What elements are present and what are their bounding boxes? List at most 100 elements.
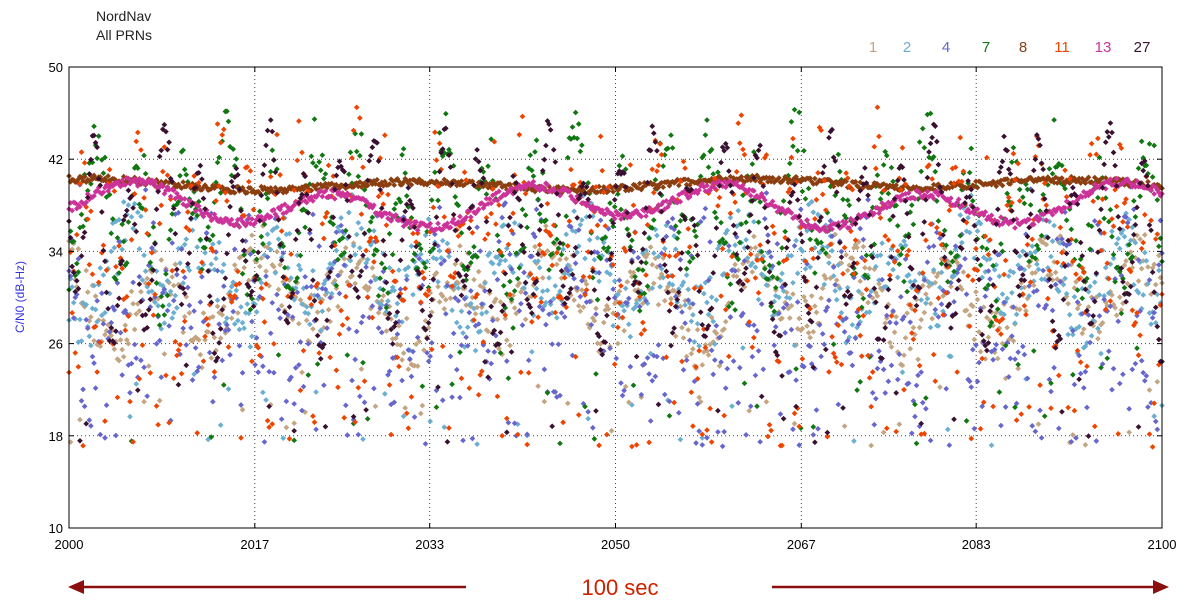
data-point <box>468 300 474 307</box>
data-point <box>1005 273 1012 280</box>
data-point <box>111 244 118 251</box>
data-point <box>591 318 598 324</box>
data-point <box>564 400 571 407</box>
data-point <box>957 212 964 218</box>
data-point <box>108 248 115 255</box>
data-point <box>763 398 770 405</box>
data-point <box>977 348 984 355</box>
data-point <box>249 333 255 340</box>
data-point <box>163 267 169 274</box>
data-point <box>1079 330 1086 337</box>
data-point <box>369 303 376 309</box>
data-point <box>1071 294 1078 300</box>
data-point <box>535 383 541 390</box>
data-point <box>119 246 125 253</box>
data-point <box>1102 264 1109 271</box>
data-point <box>815 211 821 218</box>
data-point <box>1062 275 1068 282</box>
data-point <box>433 269 440 276</box>
data-point <box>491 270 498 276</box>
data-point <box>951 273 957 279</box>
data-point <box>1035 421 1042 427</box>
data-point <box>327 294 333 301</box>
data-point <box>805 201 812 208</box>
data-point <box>944 426 951 433</box>
data-point <box>397 342 404 348</box>
data-point <box>571 297 577 303</box>
data-point <box>241 325 247 332</box>
data-point <box>263 397 269 403</box>
data-point <box>141 252 147 259</box>
data-point <box>1038 276 1045 283</box>
data-point <box>217 335 224 342</box>
data-point <box>313 426 319 433</box>
data-point <box>543 223 549 229</box>
data-point <box>378 329 385 336</box>
data-point <box>1035 266 1042 273</box>
data-point <box>1029 243 1036 250</box>
data-point <box>1154 378 1161 385</box>
data-point <box>976 329 982 335</box>
data-point <box>271 263 277 270</box>
data-point <box>338 268 344 275</box>
data-point <box>668 295 674 302</box>
data-point <box>303 303 310 310</box>
data-point <box>195 364 202 371</box>
data-point <box>994 355 1001 362</box>
data-point <box>732 261 738 268</box>
data-point <box>97 343 104 350</box>
data-point <box>186 302 193 309</box>
data-point <box>324 325 330 331</box>
data-point <box>102 309 108 316</box>
data-point <box>383 328 390 334</box>
data-point <box>169 240 176 246</box>
data-point <box>755 296 762 303</box>
data-point <box>271 369 277 376</box>
data-point <box>102 435 108 441</box>
data-point <box>220 261 227 268</box>
data-point <box>331 277 338 284</box>
data-point <box>865 299 871 306</box>
data-point <box>419 402 426 409</box>
data-point <box>661 297 668 304</box>
data-point <box>794 270 801 277</box>
data-point <box>396 267 402 273</box>
data-point <box>131 341 138 348</box>
data-point <box>904 310 910 317</box>
data-point <box>985 334 992 341</box>
data-point <box>686 305 693 311</box>
data-point <box>713 297 720 303</box>
data-point <box>893 314 900 320</box>
data-point <box>966 312 973 319</box>
data-point <box>608 427 615 434</box>
data-point <box>1087 283 1093 290</box>
data-point <box>225 327 232 333</box>
data-point <box>713 330 720 337</box>
data-point <box>238 402 244 408</box>
data-point <box>729 403 735 410</box>
data-point <box>1141 249 1148 256</box>
data-point <box>1026 293 1032 299</box>
data-point <box>808 293 815 299</box>
data-point <box>266 368 272 375</box>
data-point <box>804 323 810 329</box>
data-point <box>818 295 824 302</box>
data-point <box>1048 253 1054 260</box>
data-point <box>832 288 839 294</box>
data-point <box>888 344 895 350</box>
data-point <box>427 418 434 425</box>
data-point <box>615 340 621 347</box>
data-point <box>346 326 352 332</box>
data-point <box>291 420 297 427</box>
data-point <box>624 278 631 285</box>
data-point <box>245 212 252 219</box>
data-point <box>219 268 226 275</box>
data-point <box>1141 232 1148 238</box>
data-point <box>396 323 402 329</box>
data-point <box>959 239 965 246</box>
data-point <box>170 297 177 304</box>
data-point <box>924 295 931 302</box>
data-point <box>169 274 176 280</box>
data-point <box>901 238 907 244</box>
data-point <box>1106 290 1112 296</box>
